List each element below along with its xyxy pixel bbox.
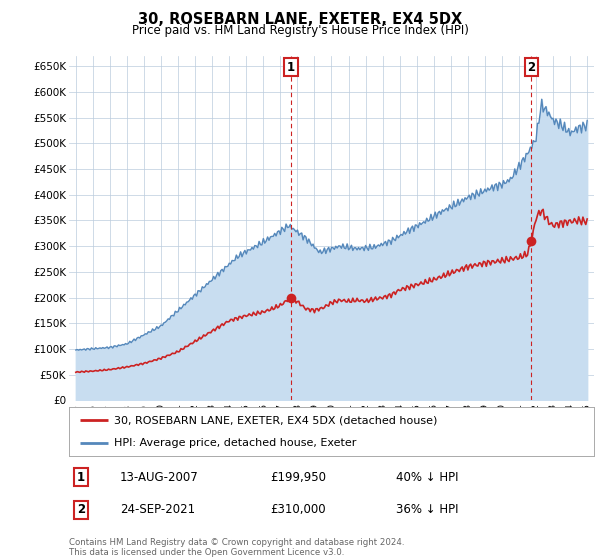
Text: 24-SEP-2021: 24-SEP-2021 <box>120 503 195 516</box>
Text: Contains HM Land Registry data © Crown copyright and database right 2024.
This d: Contains HM Land Registry data © Crown c… <box>69 538 404 557</box>
Text: 36% ↓ HPI: 36% ↓ HPI <box>396 503 458 516</box>
Text: 40% ↓ HPI: 40% ↓ HPI <box>396 470 458 484</box>
Text: £310,000: £310,000 <box>270 503 326 516</box>
Text: Price paid vs. HM Land Registry's House Price Index (HPI): Price paid vs. HM Land Registry's House … <box>131 24 469 36</box>
Text: 13-AUG-2007: 13-AUG-2007 <box>120 470 199 484</box>
Text: HPI: Average price, detached house, Exeter: HPI: Average price, detached house, Exet… <box>113 438 356 448</box>
Text: 30, ROSEBARN LANE, EXETER, EX4 5DX (detached house): 30, ROSEBARN LANE, EXETER, EX4 5DX (deta… <box>113 416 437 426</box>
Text: 2: 2 <box>77 503 85 516</box>
Text: 1: 1 <box>77 470 85 484</box>
Text: £199,950: £199,950 <box>270 470 326 484</box>
Text: 30, ROSEBARN LANE, EXETER, EX4 5DX: 30, ROSEBARN LANE, EXETER, EX4 5DX <box>138 12 462 27</box>
Text: 2: 2 <box>527 61 535 74</box>
Text: 1: 1 <box>287 61 295 74</box>
